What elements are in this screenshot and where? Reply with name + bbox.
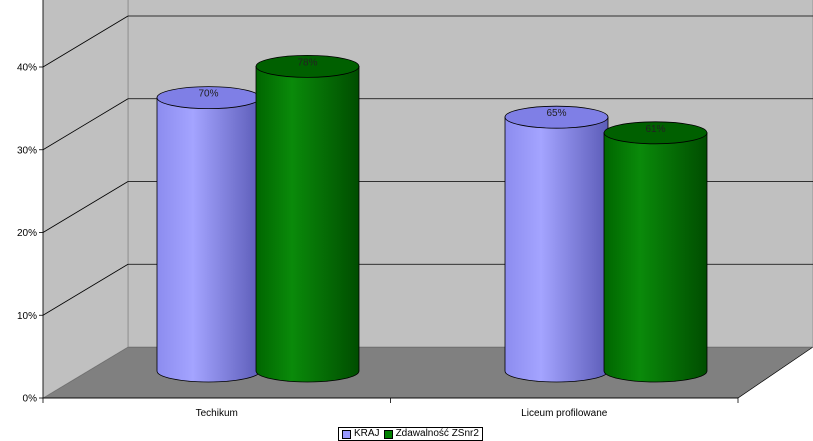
bar-body: [156, 97, 261, 383]
legend: KRAJ Zdawalność ZSnr2: [338, 427, 483, 441]
y-tick-label: 10%: [17, 311, 37, 322]
x-tick-label: Liceum profilowane: [521, 408, 608, 419]
legend-label-zdawalnosc: Zdawalność ZSnr2: [395, 428, 479, 439]
bar-body: [603, 132, 708, 383]
gridline-side: [42, 181, 129, 233]
bar-zdawalnosc-0: [255, 55, 360, 383]
chart-side-wall: [42, 0, 129, 399]
gridline-side: [42, 98, 129, 151]
legend-swatch-zdawalnosc: [383, 429, 393, 439]
bar-top: [504, 105, 609, 129]
legend-label-kraj: KRAJ: [354, 428, 380, 439]
gridline-side: [42, 15, 129, 68]
data-label: 61%: [645, 124, 665, 135]
bars: [156, 55, 708, 383]
bar-kraj-1: [504, 105, 609, 383]
bar-top: [255, 55, 360, 78]
bar-kraj-0: [156, 86, 261, 383]
y-axis-ticks: 0%10%20%30%40%50%60%70%80%: [17, 63, 43, 405]
bar-zdawalnosc-1: [603, 121, 708, 383]
y-tick-label: 40%: [17, 63, 37, 74]
y-tick-label: 20%: [17, 228, 37, 239]
gridline-side: [42, 263, 129, 316]
bar-body: [255, 66, 360, 383]
data-label: 70%: [198, 89, 218, 100]
data-labels: 70% 65% 78% 61%: [198, 57, 665, 134]
y-tick-label: 30%: [17, 145, 37, 156]
data-label: 78%: [297, 57, 317, 68]
legend-item-zdawalnosc: Zdawalność ZSnr2: [383, 428, 479, 440]
bar-top: [603, 121, 708, 145]
x-axis-labels: Techikum Liceum profilowane: [196, 408, 608, 419]
bar-body: [504, 116, 609, 383]
x-tick-label: Techikum: [196, 408, 238, 419]
y-tick-label: 0%: [23, 394, 38, 405]
data-label: 65%: [546, 108, 566, 119]
legend-swatch-kraj: [342, 429, 351, 439]
legend-item-kraj: KRAJ: [342, 428, 380, 440]
